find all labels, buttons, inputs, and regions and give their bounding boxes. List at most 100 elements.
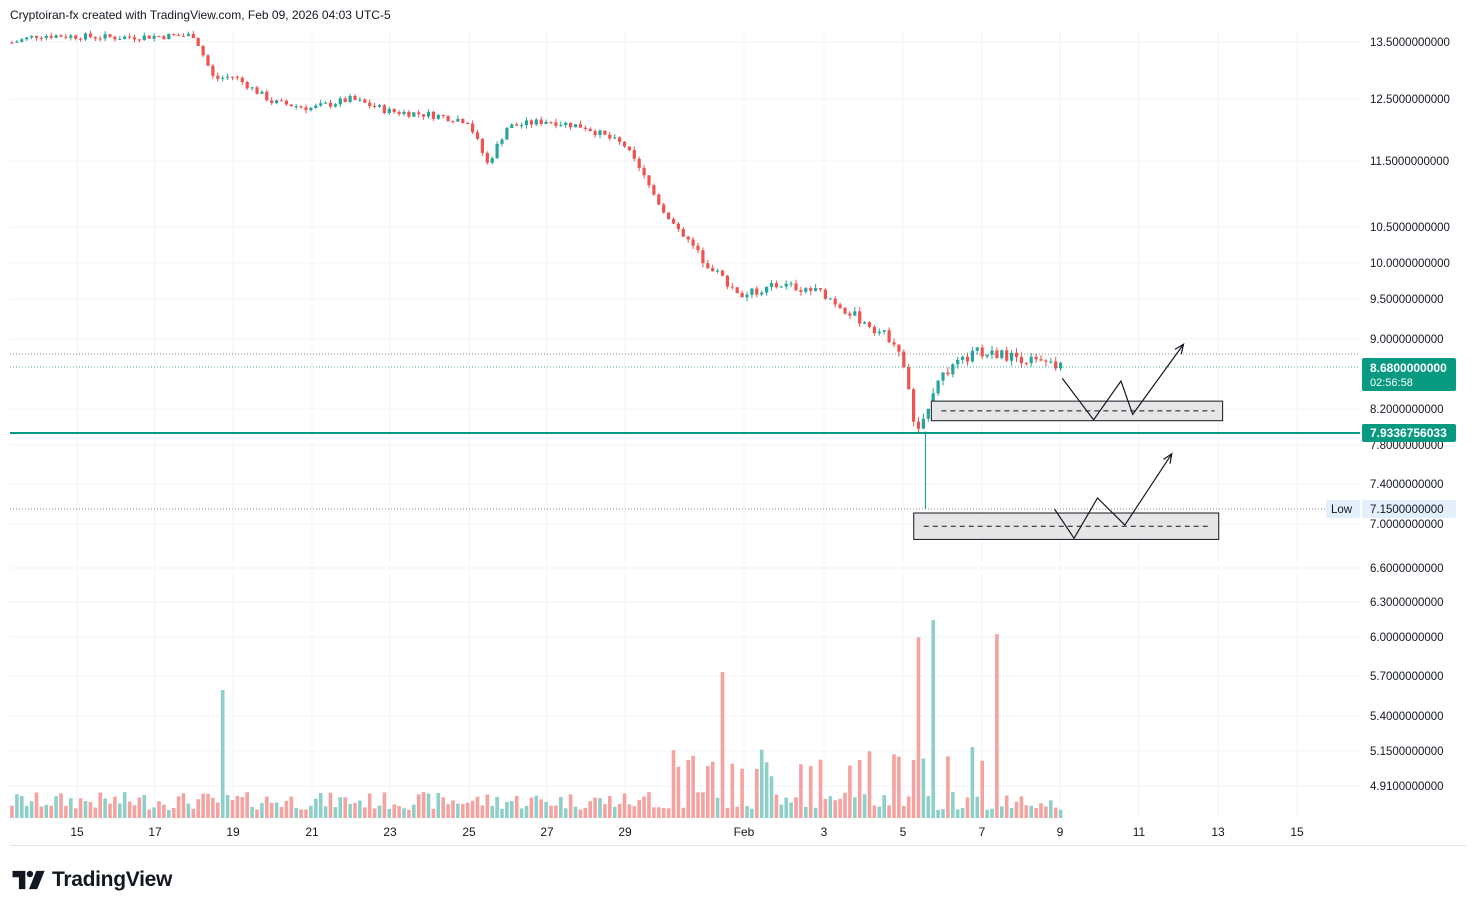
candle-body bbox=[270, 100, 274, 103]
candle-body bbox=[926, 408, 930, 419]
volume-bar bbox=[353, 802, 357, 818]
volume-bar bbox=[181, 793, 186, 818]
candle-body bbox=[201, 46, 205, 56]
candle-body bbox=[818, 288, 823, 290]
candle-body bbox=[936, 380, 940, 394]
candle-body bbox=[319, 103, 323, 106]
candle-body bbox=[500, 139, 504, 144]
candle-body bbox=[877, 331, 881, 334]
candle-body bbox=[941, 372, 945, 381]
volume-bar bbox=[260, 802, 264, 818]
candle-body bbox=[363, 99, 367, 103]
candle-body bbox=[711, 268, 715, 272]
volume-bar bbox=[162, 804, 166, 818]
volume-bar bbox=[118, 803, 122, 818]
candle-body bbox=[990, 350, 994, 355]
volume-bar bbox=[431, 808, 436, 818]
volume-bar bbox=[808, 766, 813, 818]
volume-bar bbox=[980, 760, 984, 818]
volume-bar bbox=[985, 809, 989, 818]
candle-body bbox=[436, 115, 440, 119]
candle-body bbox=[1005, 350, 1009, 361]
volume-bar bbox=[666, 808, 671, 818]
volume-bar bbox=[539, 799, 543, 818]
candle-body bbox=[309, 107, 313, 111]
candle-body bbox=[564, 122, 568, 125]
volume-bar bbox=[34, 792, 39, 818]
volume-bar bbox=[122, 792, 127, 818]
volume-bar bbox=[740, 768, 744, 818]
volume-bar bbox=[676, 766, 681, 818]
horizontal-lines bbox=[10, 353, 1360, 510]
volume-bar bbox=[720, 672, 725, 818]
candle-body bbox=[965, 356, 970, 362]
time-tick-label: 13 bbox=[1211, 825, 1225, 839]
candle-body bbox=[456, 118, 460, 122]
time-axis[interactable]: 15 17 19 21 23 25 27 29 Feb 3 5 7 9 11 13 15 bbox=[70, 825, 1304, 839]
volume-bar bbox=[186, 803, 191, 818]
volume-bar bbox=[715, 797, 720, 818]
volume-bar bbox=[225, 795, 230, 818]
volume-bar bbox=[451, 800, 455, 818]
volume-bar bbox=[1029, 805, 1033, 818]
volume-bar bbox=[397, 806, 401, 818]
price-axis[interactable]: 13.5000000000 12.5000000000 11.5000000000 1… bbox=[1370, 37, 1450, 793]
candle-body bbox=[167, 33, 171, 40]
candle-body bbox=[573, 124, 578, 128]
time-tick-label: 29 bbox=[618, 825, 632, 839]
candle-body bbox=[907, 367, 911, 390]
candle-body bbox=[34, 35, 39, 38]
volume-bar bbox=[877, 806, 882, 818]
volume-bar bbox=[387, 809, 392, 818]
volume-bar bbox=[196, 799, 200, 818]
candle-body bbox=[495, 143, 499, 159]
candle-body bbox=[206, 55, 210, 66]
candle-body bbox=[755, 288, 759, 295]
volume-bar bbox=[132, 805, 137, 818]
candle-body bbox=[921, 418, 925, 429]
candle-body bbox=[1029, 356, 1033, 364]
candle-body bbox=[103, 34, 107, 39]
candle-body bbox=[98, 38, 102, 40]
candle-body bbox=[593, 131, 597, 136]
price-tick-label: 6.0000000000 bbox=[1370, 632, 1444, 644]
volume-bar bbox=[549, 805, 553, 818]
price-tick-label: 7.4000000000 bbox=[1370, 479, 1444, 491]
volume-bar bbox=[1024, 805, 1029, 818]
volume-bar bbox=[916, 637, 921, 818]
volume-bar bbox=[759, 749, 764, 818]
candle-body bbox=[632, 150, 636, 159]
candle-body bbox=[475, 132, 480, 139]
candle-body bbox=[524, 120, 529, 126]
projection-arrowhead bbox=[1163, 452, 1173, 464]
time-tick-label: 15 bbox=[1290, 825, 1304, 839]
candle-body bbox=[54, 35, 58, 38]
projection-zones[interactable] bbox=[913, 343, 1224, 540]
volume-bar bbox=[1049, 800, 1053, 818]
volume-bar bbox=[220, 690, 225, 818]
volume-bar bbox=[588, 801, 592, 818]
price-tick-label: 7.0000000000 bbox=[1370, 519, 1444, 531]
candle-body bbox=[671, 219, 676, 224]
volume-bar bbox=[402, 808, 406, 818]
candle-body bbox=[59, 35, 63, 37]
price-tick-label: 9.5000000000 bbox=[1370, 294, 1444, 306]
volume-bar bbox=[955, 809, 960, 818]
volume-bar bbox=[206, 793, 210, 818]
volume-bar bbox=[1044, 806, 1048, 818]
volume-bar bbox=[78, 798, 83, 818]
volume-bar bbox=[323, 806, 328, 818]
candle-body bbox=[275, 100, 279, 103]
volume-bar bbox=[416, 794, 421, 818]
volume-bar bbox=[764, 762, 769, 818]
volume-bar bbox=[911, 759, 916, 818]
volume-bar bbox=[779, 804, 784, 818]
price-tick-label: 5.7000000000 bbox=[1370, 671, 1444, 683]
candle-body bbox=[1024, 363, 1028, 365]
candle-body bbox=[461, 118, 465, 123]
candle-body bbox=[740, 293, 744, 298]
volume-bar bbox=[524, 805, 529, 818]
candle-body bbox=[407, 111, 411, 117]
volume-bar bbox=[103, 798, 107, 818]
